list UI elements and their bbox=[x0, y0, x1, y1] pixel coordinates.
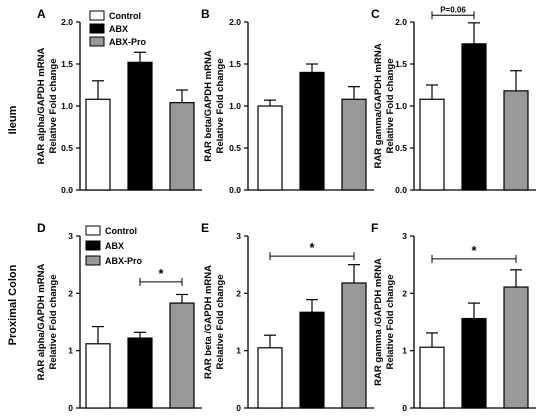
significance-label: P=0.06 bbox=[440, 5, 466, 14]
panel-letter: D bbox=[37, 221, 46, 235]
y-tick-label: 0.5 bbox=[395, 143, 407, 153]
bar-abx-pro bbox=[341, 98, 367, 191]
y-tick-label: 0 bbox=[236, 403, 241, 413]
y-tick-label: 2.0 bbox=[229, 17, 241, 27]
legend-swatch-abx bbox=[89, 23, 105, 34]
significance-label: * bbox=[471, 243, 477, 258]
legend-label-control-2: Control bbox=[105, 226, 137, 236]
y-tick-label: 1.0 bbox=[395, 101, 407, 111]
row-label-ileum: Ileum bbox=[7, 105, 19, 134]
y-axis-label: RAR alpha/GAPDH mRNA bbox=[36, 264, 47, 381]
y-axis-label: RAR gamma/GAPDH mRNA bbox=[373, 43, 384, 168]
bar-abx-pro bbox=[169, 102, 195, 191]
bar-abx bbox=[299, 71, 325, 191]
y-tick-label: 1.0 bbox=[61, 101, 73, 111]
bar-control bbox=[419, 98, 445, 191]
legend-label-control: Control bbox=[109, 11, 141, 21]
panel-letter: F bbox=[371, 221, 378, 235]
legend-swatch-control bbox=[89, 10, 105, 21]
legend-bottom: Control ABX ABX-Pro bbox=[85, 225, 143, 266]
y-tick-label: 2 bbox=[68, 288, 73, 298]
panel-letter: B bbox=[201, 7, 210, 21]
y-tick-label: 2.0 bbox=[395, 17, 407, 27]
legend-label-abx-pro-2: ABX-Pro bbox=[105, 256, 143, 266]
y-tick-label: 0 bbox=[402, 403, 407, 413]
legend-swatch-abx-pro-2 bbox=[85, 255, 101, 266]
y-tick-label: 0.5 bbox=[61, 143, 73, 153]
y-tick-label: 0.5 bbox=[229, 143, 241, 153]
panel-b: B RAR beta/GAPDH mRNA Relative Fold change… bbox=[201, 7, 374, 195]
bar-abx-pro bbox=[503, 90, 529, 191]
bar-control bbox=[257, 105, 283, 191]
panel-letter: A bbox=[37, 7, 46, 21]
y-tick-label: 1 bbox=[68, 346, 73, 356]
panel-e: E RAR beta /GAPDH mRNA Relative Fold chang… bbox=[201, 221, 374, 413]
legend-label-abx-2: ABX bbox=[105, 241, 124, 251]
legend-swatch-control-2 bbox=[85, 225, 101, 236]
y-axis-label: Relative Fold change bbox=[215, 274, 226, 369]
bar-abx-pro bbox=[503, 286, 529, 409]
bar-abx bbox=[461, 43, 487, 191]
panel-letter: C bbox=[371, 7, 380, 21]
y-tick-label: 3 bbox=[68, 231, 73, 241]
legend-swatch-abx-pro bbox=[89, 36, 105, 47]
y-axis-label: Relative Fold change bbox=[48, 274, 59, 369]
bar-control bbox=[419, 346, 445, 409]
bar-control bbox=[257, 347, 283, 409]
y-tick-label: 1 bbox=[402, 346, 407, 356]
y-axis-label: Relative Fold change bbox=[385, 58, 396, 153]
y-tick-label: 1.0 bbox=[229, 101, 241, 111]
legend-label-abx-pro: ABX-Pro bbox=[109, 37, 147, 47]
y-tick-label: 3 bbox=[402, 231, 407, 241]
significance-label: * bbox=[309, 240, 315, 255]
bar-abx bbox=[127, 61, 153, 191]
y-axis-label: RAR gamma /GAPDH mRNA bbox=[373, 258, 384, 386]
y-axis-label: RAR beta/GAPDH mRNA bbox=[203, 50, 214, 162]
y-axis-label: RAR beta /GAPDH mRNA bbox=[203, 265, 214, 379]
bar-abx bbox=[299, 311, 325, 409]
y-tick-label: 0 bbox=[68, 403, 73, 413]
y-tick-label: 2.0 bbox=[61, 17, 73, 27]
y-tick-label: 1.5 bbox=[229, 59, 241, 69]
panel-letter: E bbox=[201, 221, 209, 235]
panel-a: A RAR alpha/GAPDH mRNA Relative Fold chang… bbox=[36, 7, 202, 195]
y-tick-label: 0.0 bbox=[395, 185, 407, 195]
legend-label-abx: ABX bbox=[109, 24, 128, 34]
y-tick-label: 2 bbox=[236, 288, 241, 298]
y-tick-label: 0.0 bbox=[229, 185, 241, 195]
y-axis-label: Relative Fold change bbox=[215, 58, 226, 153]
y-tick-label: 1 bbox=[236, 346, 241, 356]
bar-abx bbox=[127, 337, 153, 409]
legend-swatch-abx-2 bbox=[85, 240, 101, 251]
bar-control bbox=[85, 343, 111, 409]
significance-label: * bbox=[158, 266, 164, 281]
bar-control bbox=[85, 98, 111, 191]
panel-c: C RAR gamma/GAPDH mRNA Relative Fold chang… bbox=[371, 5, 536, 195]
panel-f: F RAR gamma /GAPDH mRNA Relative Fold chan… bbox=[371, 221, 536, 413]
bar-abx bbox=[461, 317, 487, 409]
y-tick-label: 2 bbox=[402, 288, 407, 298]
y-axis-label: Relative Fold change bbox=[385, 274, 396, 369]
y-axis-label: Relative Fold change bbox=[48, 58, 59, 153]
y-tick-label: 0.0 bbox=[61, 185, 73, 195]
row-label-proximal-colon: Proximal Colon bbox=[7, 264, 19, 345]
legend-top: Control ABX ABX-Pro bbox=[89, 10, 147, 47]
y-tick-label: 1.5 bbox=[395, 59, 407, 69]
y-tick-label: 1.5 bbox=[61, 59, 73, 69]
y-tick-label: 3 bbox=[236, 231, 241, 241]
panel-d: D RAR alpha/GAPDH mRNA Relative Fold chang… bbox=[36, 221, 202, 413]
bar-abx-pro bbox=[169, 302, 195, 409]
y-axis-label: RAR alpha/GAPDH mRNA bbox=[36, 48, 47, 165]
bar-abx-pro bbox=[341, 282, 367, 409]
